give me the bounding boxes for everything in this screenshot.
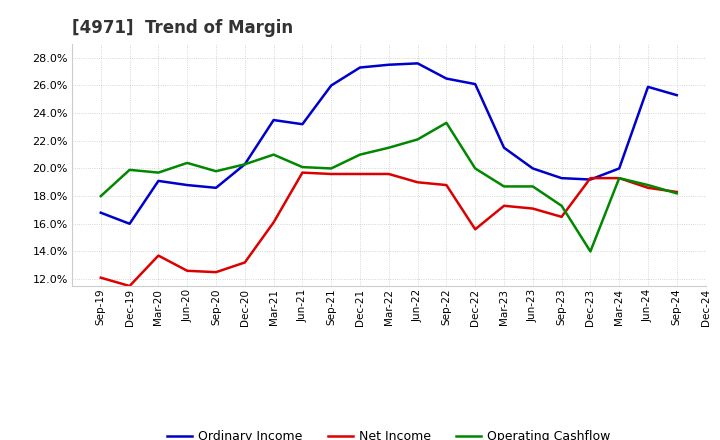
Ordinary Income [269,117,278,123]
Operating Cashflow [212,169,220,174]
Ordinary Income [413,61,422,66]
Operating Cashflow [269,152,278,157]
Ordinary Income [672,92,681,98]
Operating Cashflow [500,184,508,189]
Ordinary Income [471,81,480,87]
Net Income [615,176,624,181]
Operating Cashflow [471,166,480,171]
Net Income [442,183,451,188]
Net Income [471,227,480,232]
Ordinary Income [442,76,451,81]
Net Income [384,171,393,176]
Ordinary Income [528,166,537,171]
Ordinary Income [356,65,364,70]
Operating Cashflow [528,184,537,189]
Operating Cashflow [413,137,422,142]
Text: [4971]  Trend of Margin: [4971] Trend of Margin [72,19,293,37]
Operating Cashflow [384,145,393,150]
Operating Cashflow [240,161,249,167]
Net Income [586,176,595,181]
Operating Cashflow [557,203,566,209]
Ordinary Income [384,62,393,67]
Ordinary Income [183,183,192,188]
Line: Operating Cashflow: Operating Cashflow [101,123,677,251]
Line: Net Income: Net Income [101,172,677,286]
Net Income [500,203,508,209]
Net Income [413,180,422,185]
Line: Ordinary Income: Ordinary Income [101,63,677,224]
Ordinary Income [500,145,508,150]
Ordinary Income [125,221,134,227]
Ordinary Income [615,166,624,171]
Operating Cashflow [327,166,336,171]
Ordinary Income [154,178,163,183]
Operating Cashflow [442,120,451,125]
Ordinary Income [298,121,307,127]
Operating Cashflow [615,176,624,181]
Operating Cashflow [96,194,105,199]
Operating Cashflow [125,167,134,172]
Operating Cashflow [672,191,681,196]
Ordinary Income [212,185,220,191]
Net Income [269,220,278,225]
Operating Cashflow [356,152,364,157]
Ordinary Income [96,210,105,215]
Net Income [240,260,249,265]
Net Income [298,170,307,175]
Operating Cashflow [183,160,192,165]
Net Income [557,214,566,220]
Ordinary Income [327,83,336,88]
Ordinary Income [557,176,566,181]
Ordinary Income [644,84,652,89]
Operating Cashflow [298,165,307,170]
Net Income [154,253,163,258]
Ordinary Income [586,177,595,182]
Net Income [644,185,652,191]
Legend: Ordinary Income, Net Income, Operating Cashflow: Ordinary Income, Net Income, Operating C… [162,425,616,440]
Operating Cashflow [586,249,595,254]
Net Income [672,189,681,194]
Net Income [125,283,134,289]
Net Income [212,270,220,275]
Net Income [528,206,537,211]
Net Income [356,171,364,176]
Net Income [327,171,336,176]
Operating Cashflow [644,183,652,188]
Ordinary Income [240,161,249,167]
Operating Cashflow [154,170,163,175]
Net Income [96,275,105,280]
Net Income [183,268,192,273]
